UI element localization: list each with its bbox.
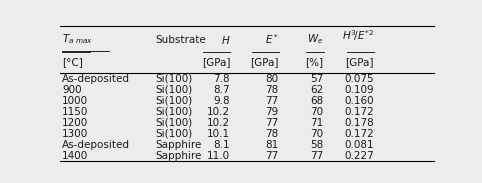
Text: 79: 79 xyxy=(266,107,279,117)
Text: 77: 77 xyxy=(266,151,279,161)
Text: Sapphire: Sapphire xyxy=(156,151,202,161)
Text: Si(100): Si(100) xyxy=(156,107,193,117)
Text: 0.178: 0.178 xyxy=(344,118,374,128)
Text: 77: 77 xyxy=(310,151,323,161)
Text: 62: 62 xyxy=(310,85,323,95)
Text: 77: 77 xyxy=(266,118,279,128)
Text: Substrate: Substrate xyxy=(156,35,206,45)
Text: 11.0: 11.0 xyxy=(207,151,230,161)
Text: 10.1: 10.1 xyxy=(207,129,230,139)
Text: 1000: 1000 xyxy=(62,96,88,106)
Text: $H$: $H$ xyxy=(221,33,230,46)
Text: 900: 900 xyxy=(62,85,82,95)
Text: Si(100): Si(100) xyxy=(156,118,193,128)
Text: [GPa]: [GPa] xyxy=(201,57,230,67)
Text: $T_{\mathregular{a\ max}}$: $T_{\mathregular{a\ max}}$ xyxy=(62,33,93,46)
Text: 70: 70 xyxy=(310,107,323,117)
Text: 81: 81 xyxy=(266,140,279,150)
Text: 8.7: 8.7 xyxy=(214,85,230,95)
Text: 57: 57 xyxy=(310,74,323,84)
Text: 78: 78 xyxy=(266,129,279,139)
Text: 1200: 1200 xyxy=(62,118,88,128)
Text: 70: 70 xyxy=(310,129,323,139)
Text: As-deposited: As-deposited xyxy=(62,140,130,150)
Text: 0.109: 0.109 xyxy=(345,85,374,95)
Text: 0.172: 0.172 xyxy=(344,107,374,117)
Text: Si(100): Si(100) xyxy=(156,96,193,106)
Text: 0.081: 0.081 xyxy=(345,140,374,150)
Text: $E^*$: $E^*$ xyxy=(265,33,279,46)
Text: 9.8: 9.8 xyxy=(214,96,230,106)
Text: 10.2: 10.2 xyxy=(207,118,230,128)
Text: $H^3\!/E^{*2}$: $H^3\!/E^{*2}$ xyxy=(342,28,374,43)
Text: 71: 71 xyxy=(310,118,323,128)
Text: 10.2: 10.2 xyxy=(207,107,230,117)
Text: 0.075: 0.075 xyxy=(345,74,374,84)
Text: Si(100): Si(100) xyxy=(156,85,193,95)
Text: Si(100): Si(100) xyxy=(156,74,193,84)
Text: [%]: [%] xyxy=(306,57,323,67)
Text: 58: 58 xyxy=(310,140,323,150)
Text: As-deposited: As-deposited xyxy=(62,74,130,84)
Text: [°C]: [°C] xyxy=(62,57,83,67)
Text: 0.160: 0.160 xyxy=(345,96,374,106)
Text: 0.172: 0.172 xyxy=(344,129,374,139)
Text: $W_{\mathregular{e}}$: $W_{\mathregular{e}}$ xyxy=(307,33,323,46)
Text: [GPa]: [GPa] xyxy=(250,57,279,67)
Text: 68: 68 xyxy=(310,96,323,106)
Text: 78: 78 xyxy=(266,85,279,95)
Text: 1400: 1400 xyxy=(62,151,88,161)
Text: 77: 77 xyxy=(266,96,279,106)
Text: 7.8: 7.8 xyxy=(214,74,230,84)
Text: 0.227: 0.227 xyxy=(344,151,374,161)
Text: 1150: 1150 xyxy=(62,107,89,117)
Text: Si(100): Si(100) xyxy=(156,129,193,139)
Text: 1300: 1300 xyxy=(62,129,88,139)
Text: Sapphire: Sapphire xyxy=(156,140,202,150)
Text: 80: 80 xyxy=(266,74,279,84)
Text: [GPa]: [GPa] xyxy=(346,57,374,67)
Text: 8.1: 8.1 xyxy=(214,140,230,150)
